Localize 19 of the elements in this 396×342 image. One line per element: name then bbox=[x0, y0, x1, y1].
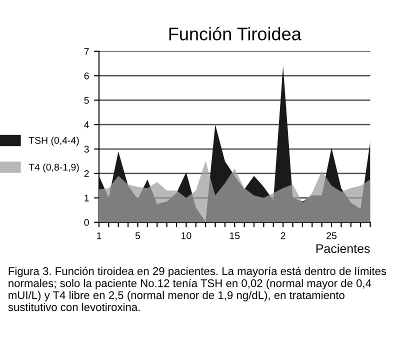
x-tick-label: 15 bbox=[230, 232, 240, 240]
x-tick-label: 1 bbox=[97, 232, 102, 240]
x-tick-label: 2 bbox=[280, 232, 286, 240]
x-tick-label: 25 bbox=[326, 232, 337, 240]
y-tick-label: 2 bbox=[84, 170, 89, 177]
legend-label: TSH (0,4-4) bbox=[28, 136, 79, 146]
y-tick-label: 5 bbox=[84, 96, 89, 104]
chart-title: Función Tiroidea bbox=[169, 26, 302, 40]
text: Figura 3. Función tiroidea en 29 pacientes. La mayoría está dentro de límites normales; solo la paciente No.12 tenía TSH en 0,02 (normal mayor de 0,4 mUI/L) y T4 libre en 2,5 (normal menor de 1,9 ng/dL), en tratamiento sustitutivo con levotiroxina. bbox=[8, 266, 386, 312]
y-tick-label: 1 bbox=[84, 194, 89, 202]
y-tick-label: 3 bbox=[84, 146, 89, 153]
x-tick-label: 10 bbox=[182, 232, 192, 240]
x-tick-label: 5 bbox=[135, 232, 140, 240]
legend-label: T4 (0,8-1,9) bbox=[28, 163, 79, 173]
y-tick-label: 6 bbox=[84, 72, 89, 80]
y-tick-label: 7 bbox=[84, 48, 89, 55]
x-axis-title: Pacientes bbox=[316, 244, 370, 254]
y-tick-label: 0 bbox=[84, 219, 89, 226]
y-tick-label: 4 bbox=[84, 121, 89, 128]
